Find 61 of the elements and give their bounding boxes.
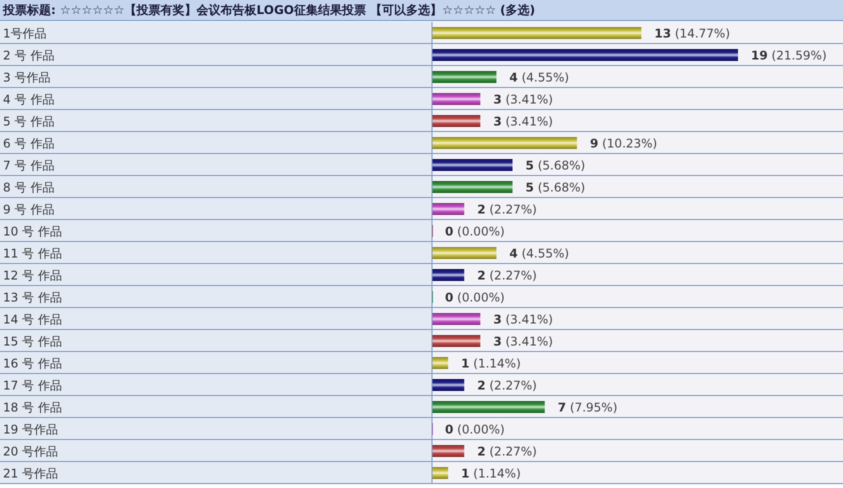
y-tick-label: 12 号 作品 (3, 268, 62, 282)
y-tick-label: 20 号作品 (3, 444, 58, 458)
bar (432, 49, 738, 61)
y-tick-label: 16 号 作品 (3, 356, 62, 370)
y-tick-label: 21 号作品 (3, 466, 58, 480)
bar (432, 269, 464, 281)
bar (432, 27, 642, 39)
y-tick-label: 9 号 作品 (3, 202, 54, 216)
bar (432, 137, 577, 149)
data-label: 3 (3.41%) (493, 334, 553, 348)
data-label: 2 (2.27%) (477, 444, 537, 458)
data-label: 4 (4.55%) (509, 246, 570, 260)
data-label: 0 (0.00%) (445, 224, 505, 238)
bar (432, 379, 464, 391)
data-label: 19 (21.59%) (751, 48, 827, 62)
data-label: 2 (2.27%) (477, 202, 537, 216)
y-tick-label: 19 号作品 (3, 422, 58, 436)
data-label: 5 (5.68%) (526, 158, 586, 172)
data-label: 2 (2.27%) (477, 378, 537, 392)
bar (432, 401, 545, 413)
y-tick-label: 5 号 作品 (3, 114, 54, 128)
bar (432, 71, 496, 83)
bar (432, 445, 464, 457)
y-tick-label: 8 号 作品 (3, 180, 54, 194)
y-tick-label: 3 号作品 (3, 70, 50, 84)
y-tick-label: 14 号 作品 (3, 312, 62, 326)
y-tick-label: 2 号 作品 (3, 48, 54, 62)
text: 投票标题: ☆☆☆☆☆☆【投票有奖】会议布告板LOGO征集结果投票 【可以多选】☆☆☆☆☆ (多选) (0, 0, 843, 21)
bar (432, 313, 480, 325)
data-label: 3 (3.41%) (493, 92, 553, 106)
bar (432, 357, 448, 369)
data-label: 9 (10.23%) (590, 136, 658, 150)
data-label: 0 (0.00%) (445, 290, 505, 304)
bar (432, 181, 513, 193)
data-label: 1 (1.14%) (461, 356, 521, 370)
y-tick-label: 10 号 作品 (3, 224, 62, 238)
bar (432, 115, 480, 127)
data-label: 2 (2.27%) (477, 268, 537, 282)
data-label: 7 (7.95%) (558, 400, 618, 414)
bar (432, 467, 448, 479)
data-label: 5 (5.68%) (526, 180, 586, 194)
bar (432, 93, 480, 105)
bar (432, 247, 496, 259)
bar (432, 203, 464, 215)
y-tick-label: 17 号 作品 (3, 378, 62, 392)
y-tick-label: 11 号 作品 (3, 246, 62, 260)
data-label: 4 (4.55%) (509, 70, 570, 84)
y-tick-label: 7 号 作品 (3, 158, 54, 172)
y-tick-label: 4 号 作品 (3, 92, 54, 106)
data-label: 3 (3.41%) (493, 312, 553, 326)
y-tick-label: 1号作品 (3, 26, 47, 40)
y-tick-label: 6 号 作品 (3, 136, 54, 150)
data-label: 1 (1.14%) (461, 466, 521, 480)
data-label: 13 (14.77%) (654, 26, 730, 40)
data-label: 3 (3.41%) (493, 114, 553, 128)
bar (432, 159, 513, 171)
y-tick-label: 15 号 作品 (3, 334, 62, 348)
data-label: 0 (0.00%) (445, 422, 505, 436)
bar (432, 335, 480, 347)
y-tick-label: 13 号 作品 (3, 290, 62, 304)
y-tick-label: 18 号 作品 (3, 400, 62, 414)
